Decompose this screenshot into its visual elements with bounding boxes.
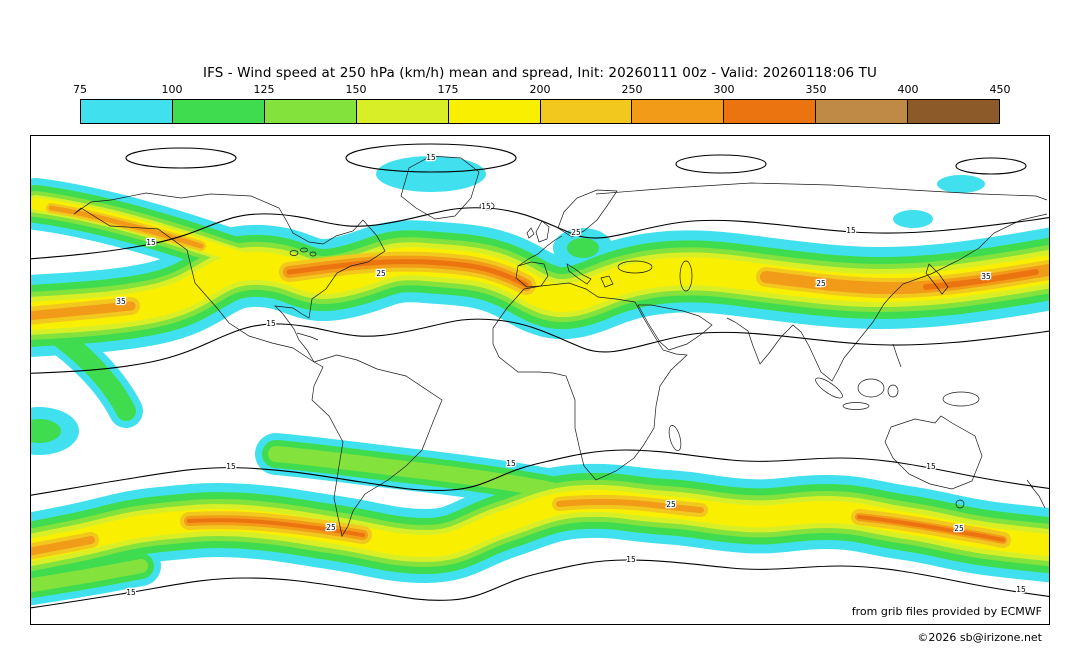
colorbar-segment-125-150 bbox=[264, 100, 357, 123]
coast-japan bbox=[925, 263, 949, 295]
copyright-credit: ©2026 sb@irizone.net bbox=[917, 631, 1042, 644]
coast-iberia bbox=[515, 261, 549, 288]
coast-tasmania bbox=[955, 499, 965, 509]
colorbar-ticks: 75 100 125 150 175 200 250 300 350 400 450 bbox=[73, 83, 1011, 96]
colorbar-segment-350-400 bbox=[816, 100, 909, 123]
chart-title: IFS - Wind speed at 250 hPa (km/h) mean … bbox=[203, 65, 877, 81]
contour-label: 15 bbox=[1016, 585, 1026, 594]
coast-sumatra bbox=[815, 377, 843, 399]
wind-patch bbox=[376, 156, 486, 192]
colorbar-tick-125: 125 bbox=[253, 83, 275, 96]
coast-iceland bbox=[479, 201, 495, 211]
contour-label: 15 bbox=[481, 202, 491, 211]
coast-ireland bbox=[526, 227, 535, 239]
colorbar-tick-75: 75 bbox=[73, 83, 87, 96]
map-frame: 15 15 15 35 25 25 35 15 25 15 15 25 15 25 15 25 15 15 15 bbox=[30, 135, 1050, 625]
coast-java bbox=[842, 402, 870, 410]
contour-line bbox=[31, 207, 1049, 260]
contour-label: 35 bbox=[116, 297, 126, 306]
coast-asia-east bbox=[726, 213, 1048, 382]
colorbar-segment-400-450 bbox=[908, 100, 1000, 123]
coast-greece bbox=[600, 275, 614, 288]
coast-cuba bbox=[296, 332, 319, 341]
contour-line bbox=[31, 318, 1049, 374]
lake bbox=[309, 251, 317, 257]
coast-philippines bbox=[892, 343, 902, 368]
world-map-svg: 15 15 15 35 25 25 35 15 25 15 15 25 15 25 15 25 15 15 15 bbox=[31, 143, 1049, 624]
colorbar-tick-175: 175 bbox=[437, 83, 459, 96]
caspian-sea bbox=[679, 260, 693, 292]
coast-britain bbox=[535, 220, 550, 243]
wind-patch bbox=[893, 210, 933, 228]
coast-sulawesi bbox=[887, 384, 899, 398]
coast-new-zealand bbox=[1026, 479, 1046, 509]
coast-arabia bbox=[637, 304, 713, 351]
contour-line bbox=[31, 449, 1049, 496]
contour-label: 25 bbox=[816, 279, 826, 288]
colorbar-segment-250-300 bbox=[632, 100, 725, 123]
contour-label: 15 bbox=[146, 238, 156, 247]
colorbar bbox=[80, 99, 1000, 124]
contour-line bbox=[31, 559, 1049, 609]
coastlines bbox=[73, 155, 1048, 537]
contour-label: 25 bbox=[571, 228, 581, 237]
contour-labels: 15 15 15 35 25 25 35 15 25 15 15 25 15 25 15 25 15 15 15 bbox=[115, 152, 1027, 599]
colorbar-segment-100-125 bbox=[172, 100, 265, 123]
contour-label: 25 bbox=[666, 500, 676, 509]
coast-asia-north bbox=[595, 182, 1048, 201]
jet-stream-bands bbox=[31, 156, 1049, 591]
contour-label: 15 bbox=[226, 462, 236, 471]
colorbar-tick-100: 100 bbox=[161, 83, 183, 96]
colorbar-tick-450: 450 bbox=[989, 83, 1011, 96]
coast-madagascar bbox=[668, 425, 682, 451]
coast-italy bbox=[566, 263, 592, 285]
contour-line bbox=[955, 157, 1027, 175]
colorbar-tick-400: 400 bbox=[897, 83, 919, 96]
contour-label: 25 bbox=[326, 523, 336, 532]
wind-patch bbox=[567, 238, 599, 258]
colorbar-tick-200: 200 bbox=[529, 83, 551, 96]
coast-europe bbox=[517, 235, 563, 267]
spread-contours bbox=[31, 143, 1049, 609]
contour-line bbox=[345, 143, 517, 173]
contour-label: 15 bbox=[126, 588, 136, 597]
coast-north-america bbox=[73, 192, 386, 363]
contour-label: 15 bbox=[626, 555, 636, 564]
colorbar-segment-300-350 bbox=[724, 100, 817, 123]
contour-label: 15 bbox=[506, 459, 516, 468]
ecmwf-credit: from grib files provided by ECMWF bbox=[851, 605, 1042, 618]
colorbar-segment-150-175 bbox=[356, 100, 449, 123]
coast-africa bbox=[492, 282, 688, 481]
coast-south-america bbox=[311, 354, 443, 537]
colorbar-segment-200-250 bbox=[540, 100, 633, 123]
contour-label: 25 bbox=[954, 524, 964, 533]
black-sea bbox=[617, 260, 653, 274]
lake bbox=[300, 247, 308, 253]
contour-label: 15 bbox=[426, 153, 436, 162]
coast-scandinavia bbox=[557, 189, 618, 238]
contour-line bbox=[675, 154, 767, 174]
colorbar-tick-250: 250 bbox=[621, 83, 643, 96]
contour-label: 15 bbox=[846, 226, 856, 235]
wind-patch bbox=[31, 419, 61, 443]
contour-label: 35 bbox=[981, 272, 991, 281]
colorbar-segment-75-100 bbox=[81, 100, 173, 123]
contour-label: 25 bbox=[376, 269, 386, 278]
coast-greenland bbox=[400, 155, 480, 220]
lake bbox=[289, 250, 299, 256]
colorbar-tick-350: 350 bbox=[805, 83, 827, 96]
wind-patch bbox=[937, 175, 985, 193]
colorbar-segment-175-200 bbox=[448, 100, 541, 123]
coast-australia bbox=[884, 415, 983, 490]
contour-line bbox=[125, 147, 237, 169]
coast-new-guinea bbox=[942, 391, 980, 407]
coast-borneo bbox=[857, 378, 885, 398]
contour-label: 15 bbox=[266, 319, 276, 328]
colorbar-tick-150: 150 bbox=[345, 83, 367, 96]
colorbar-tick-300: 300 bbox=[713, 83, 735, 96]
contour-label: 15 bbox=[926, 462, 936, 471]
